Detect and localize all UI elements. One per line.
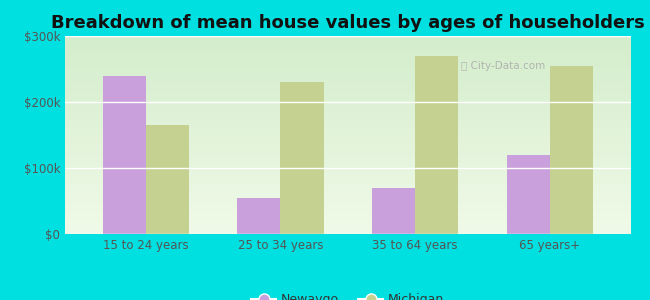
Bar [506,155,550,234]
Bar [372,188,415,234]
Bar [280,82,324,234]
Title: Breakdown of mean house values by ages of householders: Breakdown of mean house values by ages o… [51,14,645,32]
Bar [550,66,593,234]
Legend: Newaygo, Michigan: Newaygo, Michigan [246,288,449,300]
Bar [103,76,146,234]
Bar [146,125,189,234]
Bar [415,56,458,234]
Text: ⓘ City-Data.com: ⓘ City-Data.com [461,61,545,71]
Bar [237,198,280,234]
